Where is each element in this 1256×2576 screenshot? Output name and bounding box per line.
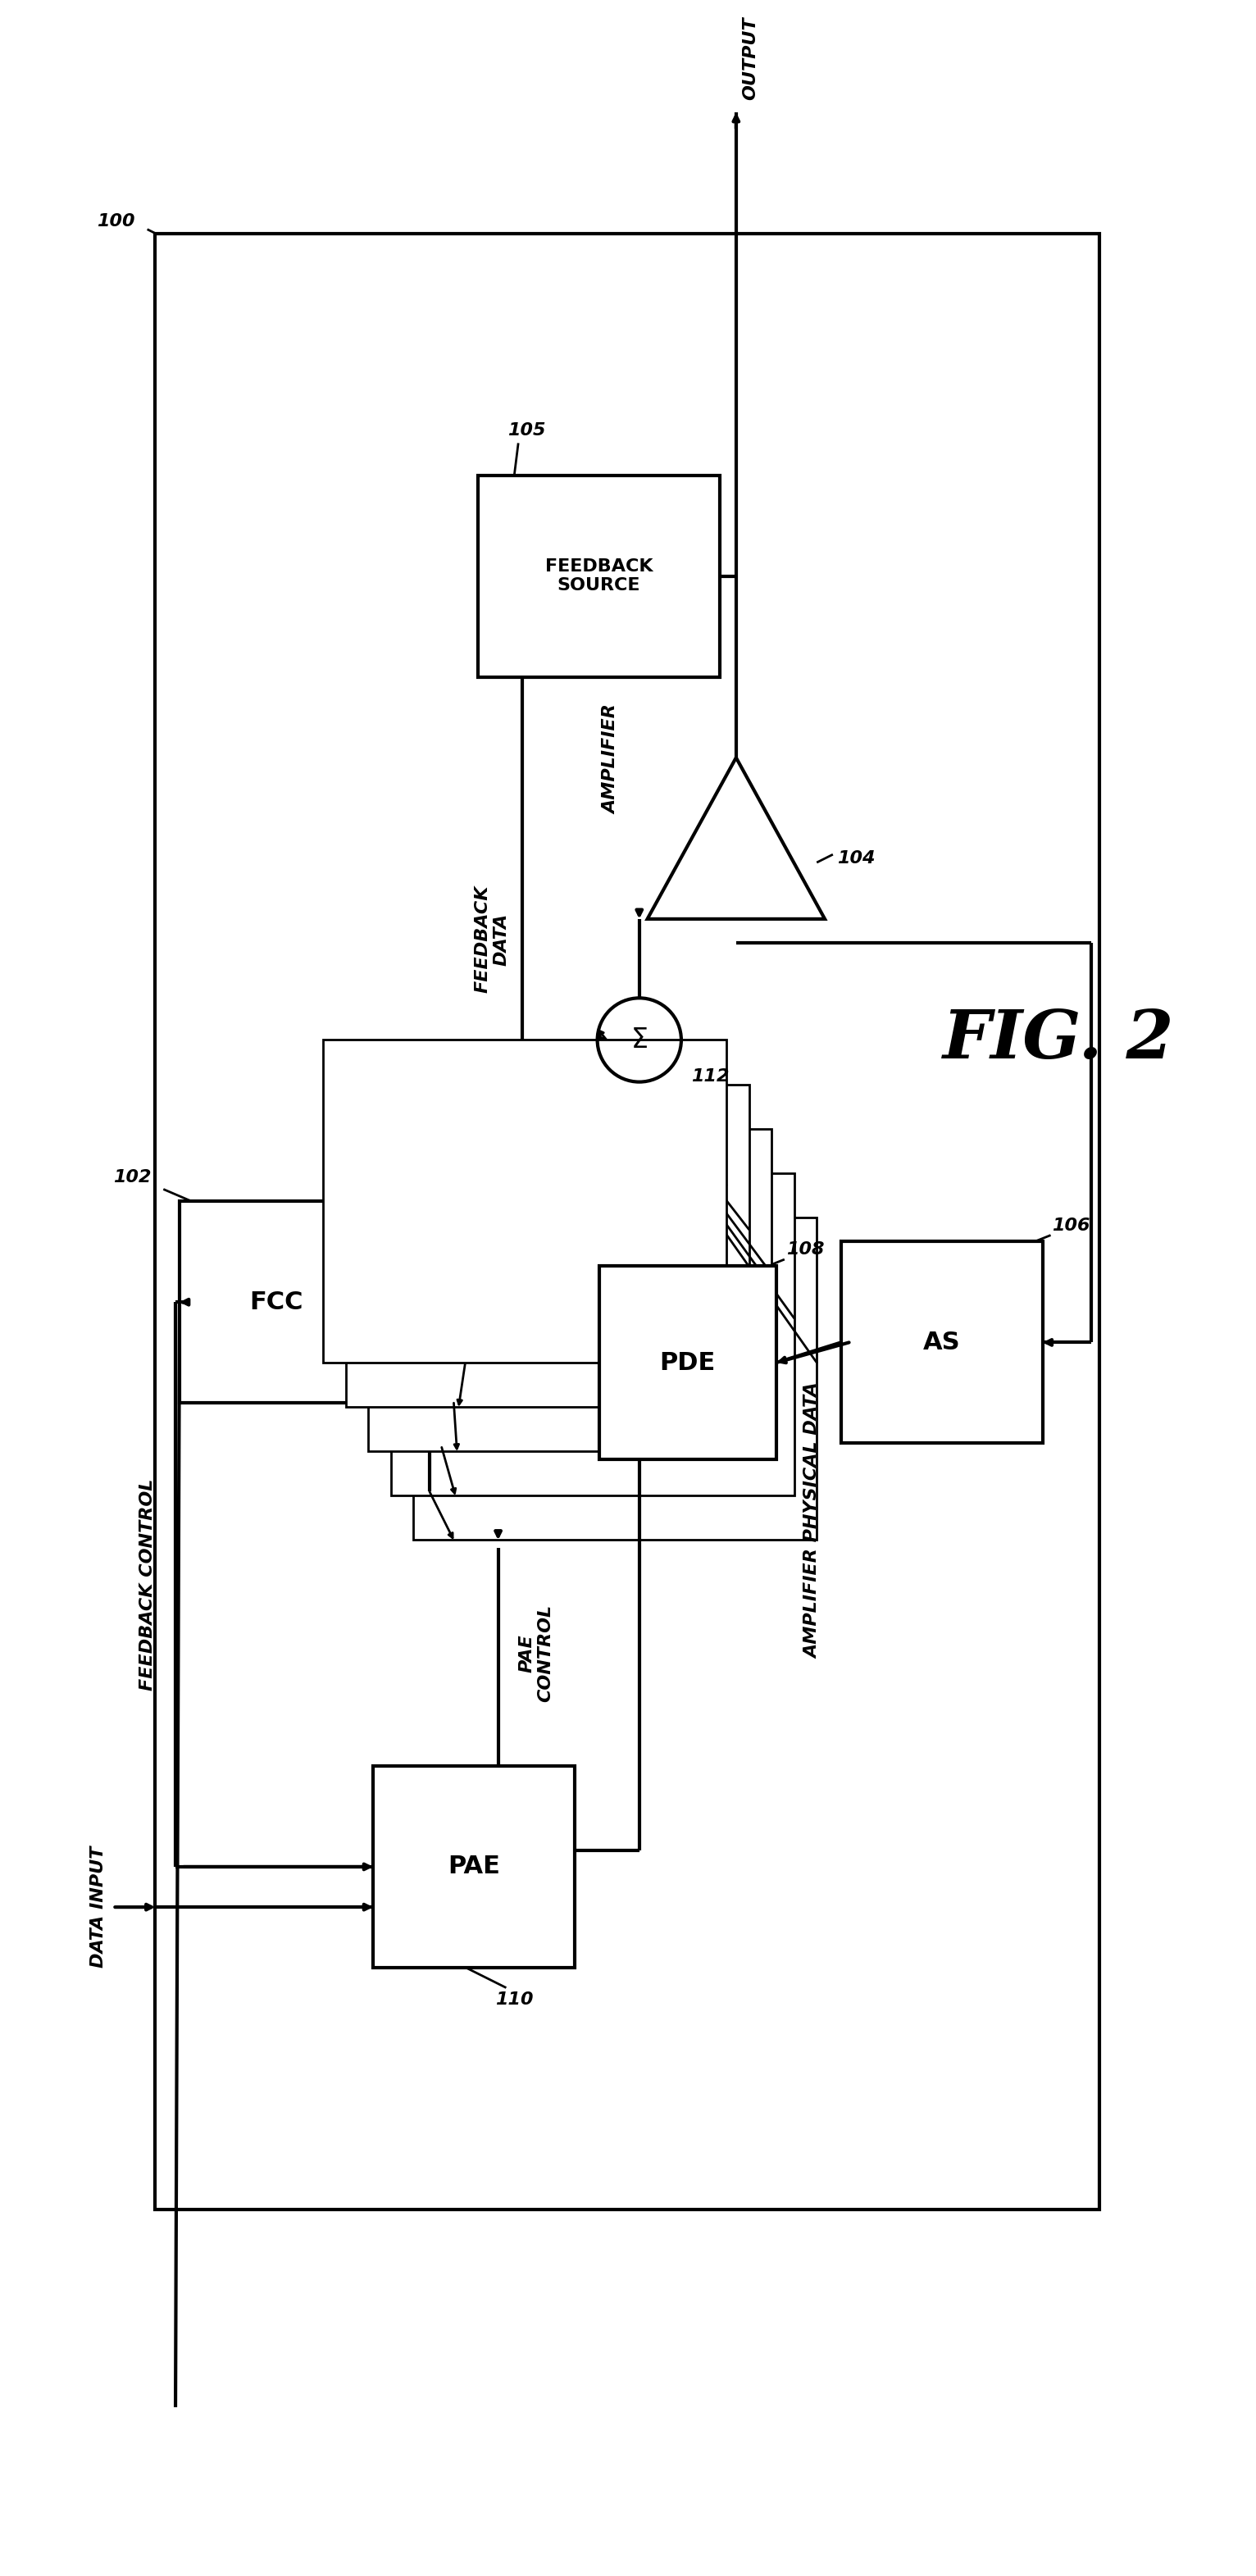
Text: DATA INPUT: DATA INPUT — [90, 1847, 107, 1968]
Bar — [413, 1218, 816, 1540]
Text: PAE: PAE — [447, 1855, 500, 1878]
Text: PDE: PDE — [659, 1350, 716, 1376]
Text: AMPLIFIER: AMPLIFIER — [603, 703, 619, 814]
Bar — [323, 1041, 726, 1363]
Bar — [156, 234, 1099, 2210]
Text: FEEDBACK
SOURCE: FEEDBACK SOURCE — [545, 559, 653, 595]
Bar — [368, 1128, 771, 1450]
Text: 104: 104 — [836, 850, 875, 866]
Bar — [479, 477, 720, 677]
Text: PAE
CONTROL: PAE CONTROL — [519, 1605, 554, 1703]
Bar — [345, 1084, 749, 1406]
Text: $\Sigma$: $\Sigma$ — [631, 1025, 648, 1054]
Bar — [373, 1767, 575, 1968]
Text: 106: 106 — [1053, 1218, 1090, 1234]
Text: 112: 112 — [691, 1069, 728, 1084]
Text: 100: 100 — [97, 214, 136, 229]
Bar — [842, 1242, 1042, 1443]
Text: 105: 105 — [507, 422, 545, 438]
Text: AS: AS — [923, 1332, 961, 1355]
Text: 110: 110 — [495, 1991, 534, 2009]
Text: FEEDBACK
DATA: FEEDBACK DATA — [474, 886, 510, 992]
Bar — [180, 1200, 373, 1404]
Text: FIG. 2: FIG. 2 — [943, 1007, 1174, 1072]
Text: AMPLIFIER PHYSICAL DATA: AMPLIFIER PHYSICAL DATA — [805, 1383, 821, 1659]
Text: FEEDBACK CONTROL: FEEDBACK CONTROL — [139, 1479, 156, 1690]
Text: OUTPUT: OUTPUT — [742, 18, 759, 100]
Text: 108: 108 — [786, 1242, 824, 1257]
Text: 102: 102 — [113, 1170, 151, 1185]
Bar — [391, 1172, 794, 1497]
Text: FCC: FCC — [250, 1291, 303, 1314]
Bar — [599, 1265, 776, 1461]
